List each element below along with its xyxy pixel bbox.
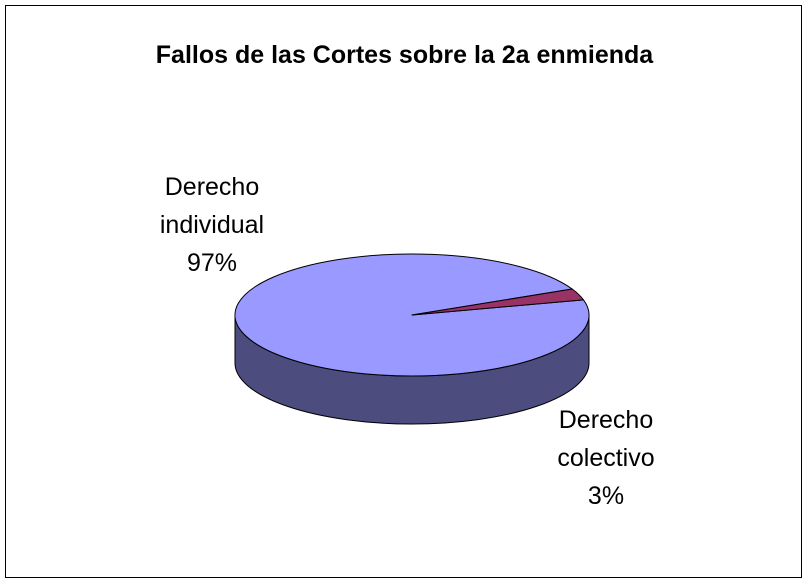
chart-title: Fallos de las Cortes sobre la 2a enmiend… bbox=[155, 41, 654, 69]
slice-label-derecho-individual: Derecho individual 97% bbox=[160, 173, 264, 277]
pie-slice-derecho-individual bbox=[234, 253, 590, 377]
pie-slice-derecho-colectivo bbox=[411, 288, 584, 316]
chart-area: Fallos de las Cortes sobre la 2a enmiend… bbox=[5, 5, 802, 578]
slice-label-derecho-colectivo: Derecho colectivo 3% bbox=[557, 406, 654, 510]
pie-chart: Derecho individual 97% Derecho colectivo 3% bbox=[160, 173, 655, 510]
